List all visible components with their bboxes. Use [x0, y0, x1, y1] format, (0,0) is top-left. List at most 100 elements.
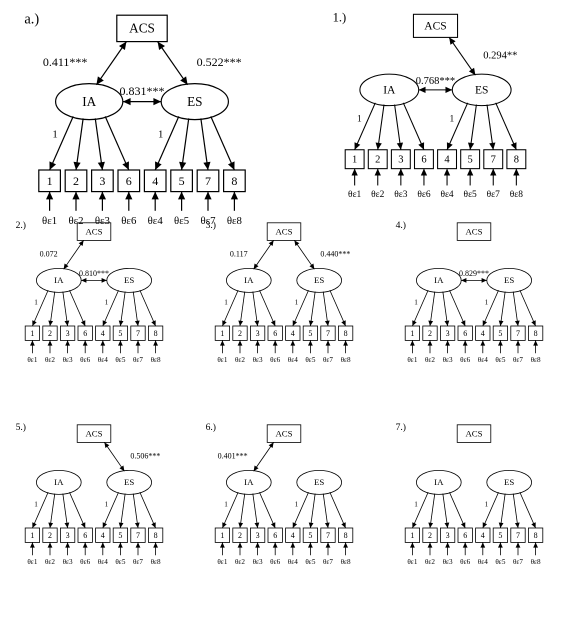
svg-text:θε1: θε1 [407, 558, 417, 566]
svg-text:θε4: θε4 [148, 215, 164, 227]
svg-text:IA: IA [434, 477, 444, 487]
svg-text:θε1: θε1 [348, 190, 361, 200]
svg-text:θε7: θε7 [487, 190, 500, 200]
panel-7: 7.)ACSIAES11θε12θε23θε36θε641θε45θε57θε7… [396, 422, 543, 566]
svg-text:1: 1 [220, 531, 224, 540]
svg-text:θε8: θε8 [341, 558, 351, 566]
svg-text:6.): 6.) [206, 422, 216, 433]
svg-text:5.): 5.) [16, 422, 26, 433]
svg-text:0.506***: 0.506*** [130, 452, 160, 461]
svg-text:ES: ES [475, 85, 488, 97]
svg-text:θε5: θε5 [305, 356, 315, 364]
svg-text:θε5: θε5 [495, 356, 505, 364]
svg-text:6: 6 [273, 531, 277, 540]
svg-text:7.): 7.) [396, 422, 406, 433]
svg-text:θε8: θε8 [151, 356, 161, 364]
svg-text:5: 5 [118, 531, 122, 540]
svg-text:θε2: θε2 [235, 356, 245, 364]
svg-text:0.440***: 0.440*** [320, 250, 350, 259]
svg-text:θε2: θε2 [425, 356, 435, 364]
svg-text:1: 1 [357, 114, 362, 124]
svg-text:4: 4 [152, 174, 158, 188]
svg-text:ACS: ACS [424, 21, 446, 33]
svg-text:θε6: θε6 [80, 356, 90, 364]
svg-text:IA: IA [54, 477, 64, 487]
panel-2: 2.)ACSIAES0.0720.810***11θε12θε23θε36θε6… [16, 220, 163, 364]
svg-text:θε3: θε3 [95, 215, 110, 227]
svg-text:1: 1 [52, 129, 57, 141]
svg-text:6: 6 [273, 329, 277, 338]
svg-text:4: 4 [444, 155, 450, 166]
svg-text:2: 2 [375, 155, 380, 166]
svg-text:1: 1 [414, 298, 418, 306]
svg-text:ACS: ACS [85, 428, 102, 438]
svg-text:θε2: θε2 [371, 190, 384, 200]
panel-4: 4.)ACSIAES0.829***11θε12θε23θε36θε641θε4… [396, 220, 543, 364]
svg-text:1: 1 [295, 298, 299, 306]
svg-text:θε4: θε4 [478, 356, 488, 364]
svg-text:θε2: θε2 [68, 215, 83, 227]
svg-text:3: 3 [256, 531, 260, 540]
svg-text:1: 1 [30, 531, 34, 540]
svg-text:4.): 4.) [396, 220, 406, 231]
svg-text:1: 1 [158, 129, 163, 141]
svg-text:θε6: θε6 [121, 215, 137, 227]
svg-text:θε8: θε8 [151, 558, 161, 566]
svg-text:1: 1 [485, 298, 489, 306]
svg-text:θε4: θε4 [288, 356, 298, 364]
svg-text:7: 7 [205, 174, 211, 188]
svg-text:θε6: θε6 [80, 558, 90, 566]
svg-text:7: 7 [491, 155, 496, 166]
svg-text:θε4: θε4 [478, 558, 488, 566]
svg-text:ES: ES [504, 477, 514, 487]
svg-text:θε7: θε7 [133, 558, 143, 566]
svg-text:ACS: ACS [465, 428, 482, 438]
svg-text:3: 3 [256, 329, 260, 338]
svg-text:θε1: θε1 [42, 215, 57, 227]
svg-text:ACS: ACS [465, 226, 482, 236]
svg-text:3: 3 [446, 329, 450, 338]
svg-text:6: 6 [83, 531, 87, 540]
svg-text:ACS: ACS [275, 428, 292, 438]
svg-text:5: 5 [308, 531, 312, 540]
svg-text:θε5: θε5 [115, 558, 125, 566]
svg-text:3: 3 [66, 531, 70, 540]
svg-text:7: 7 [326, 531, 330, 540]
svg-text:0.831***: 0.831*** [120, 84, 165, 98]
svg-text:ES: ES [124, 477, 134, 487]
svg-text:3.): 3.) [206, 220, 216, 231]
svg-text:θε4: θε4 [288, 558, 298, 566]
svg-text:2: 2 [428, 329, 432, 338]
svg-text:6: 6 [463, 531, 467, 540]
svg-text:7: 7 [516, 531, 520, 540]
svg-text:5: 5 [498, 329, 502, 338]
svg-text:8: 8 [231, 174, 237, 188]
svg-text:4: 4 [291, 329, 295, 338]
svg-text:θε1: θε1 [27, 558, 37, 566]
svg-text:θε4: θε4 [98, 356, 108, 364]
svg-text:θε8: θε8 [531, 558, 541, 566]
svg-text:2: 2 [238, 329, 242, 338]
svg-text:2: 2 [48, 531, 52, 540]
svg-text:8: 8 [514, 155, 519, 166]
svg-text:5: 5 [179, 174, 185, 188]
svg-text:2: 2 [73, 174, 79, 188]
svg-text:0.810***: 0.810*** [79, 269, 109, 278]
svg-text:5: 5 [118, 329, 122, 338]
svg-text:ES: ES [314, 275, 324, 285]
svg-text:θε6: θε6 [460, 558, 470, 566]
svg-text:θε6: θε6 [270, 558, 280, 566]
svg-text:θε5: θε5 [305, 558, 315, 566]
svg-text:8: 8 [154, 531, 158, 540]
svg-text:6: 6 [126, 174, 132, 188]
svg-text:θε5: θε5 [495, 558, 505, 566]
svg-text:1: 1 [105, 298, 109, 306]
svg-text:IA: IA [383, 85, 396, 97]
svg-text:1: 1 [220, 329, 224, 338]
svg-text:2: 2 [428, 531, 432, 540]
svg-text:0.829***: 0.829*** [459, 269, 489, 278]
svg-text:1: 1 [295, 500, 299, 508]
svg-text:8: 8 [534, 531, 538, 540]
svg-text:θε7: θε7 [323, 356, 333, 364]
svg-text:1: 1 [47, 174, 53, 188]
